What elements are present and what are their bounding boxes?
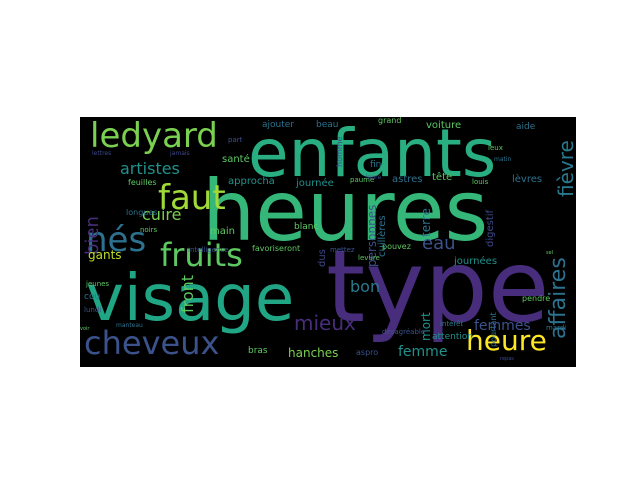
word-repas: repas [500, 356, 514, 362]
word-pouvez: pouvez [382, 242, 411, 251]
word-beau: beau [316, 120, 339, 130]
word-grand: grand [378, 117, 402, 125]
word-hanches: hanches [288, 346, 339, 360]
word-type: type [326, 228, 550, 345]
word-jamais: jamais [170, 150, 190, 157]
word-laure: laure [366, 174, 382, 181]
word-gants: gants [88, 248, 122, 262]
word-manteau: manteau [116, 322, 143, 329]
word-femme: femme [398, 344, 448, 360]
word-heures: heures [202, 162, 489, 260]
word-lettres: lettres [92, 150, 112, 157]
word-levres: lèvres [512, 174, 543, 185]
word-longues: longues [126, 208, 158, 217]
word-digestif: digestif [485, 209, 496, 247]
word-desagreable: désagréable [382, 328, 426, 336]
word-levure: levure [358, 254, 380, 262]
word-enfants: enfants [248, 117, 497, 192]
word-journee: journée [296, 178, 334, 189]
word-tete: tête [432, 172, 453, 183]
word-paume: paume [350, 176, 375, 184]
word-mardi: mardi [546, 324, 567, 332]
word-fruits: fruits [160, 236, 243, 274]
word-main: main [210, 226, 235, 237]
word-cheveux: cheveux [84, 324, 220, 362]
word-pendre: pendre [522, 294, 551, 303]
word-voiture: voiture [426, 120, 462, 131]
word-fievre: fièvre [554, 140, 576, 197]
word-interet: intérêt [440, 320, 464, 328]
word-front: front [178, 274, 197, 313]
word-noirs: noirs [140, 226, 158, 234]
word-ajouter: ajouter [262, 120, 294, 130]
word-aide: aide [516, 122, 536, 132]
word-faut: faut [158, 178, 226, 218]
word-cloud: enfants heures type visage ledyard faut … [80, 117, 576, 367]
word-visage: visage [86, 262, 295, 336]
word-cou: cou [84, 292, 101, 302]
word-astres: astres [392, 174, 423, 185]
word-favoriseront: favoriseront [252, 244, 301, 253]
word-mort: mort [419, 312, 433, 341]
word-sante: santé [222, 154, 250, 165]
word-feuilles: feuilles [128, 178, 157, 187]
word-leux: leux [488, 144, 503, 152]
word-cuire: cuire [142, 205, 182, 224]
word-louis: louis [472, 178, 489, 186]
word-bras: bras [248, 346, 268, 356]
word-nes: nés [86, 220, 147, 260]
word-femmes: femmes [474, 318, 531, 334]
word-journees: journées [454, 256, 498, 267]
word-dus: dus [317, 249, 328, 267]
word-jeunes: jeunes [86, 280, 110, 288]
word-ledyard: ledyard [90, 117, 218, 156]
word-fin: fin [370, 160, 382, 170]
word-lundi: lundi [84, 306, 102, 314]
word-mettez: mettez [330, 246, 355, 254]
word-artistes: artistes [120, 159, 180, 178]
word-blanc: blanc [294, 222, 319, 232]
word-mieux: mieux [294, 311, 356, 335]
word-bon: bon [350, 277, 381, 296]
word-voir: voir [80, 326, 90, 332]
word-attention: attention [432, 332, 474, 342]
word-matin: matin [494, 156, 512, 163]
word-homme: homme [335, 136, 344, 167]
word-approcha: approcha [228, 176, 275, 187]
word-sel: sel [546, 250, 554, 256]
word-intelligence: intelligence [188, 246, 229, 254]
word-aspro: aspro [356, 348, 379, 357]
word-heure: heure [466, 324, 547, 357]
word-part: part [228, 136, 243, 144]
word-eau: eau [422, 233, 456, 254]
